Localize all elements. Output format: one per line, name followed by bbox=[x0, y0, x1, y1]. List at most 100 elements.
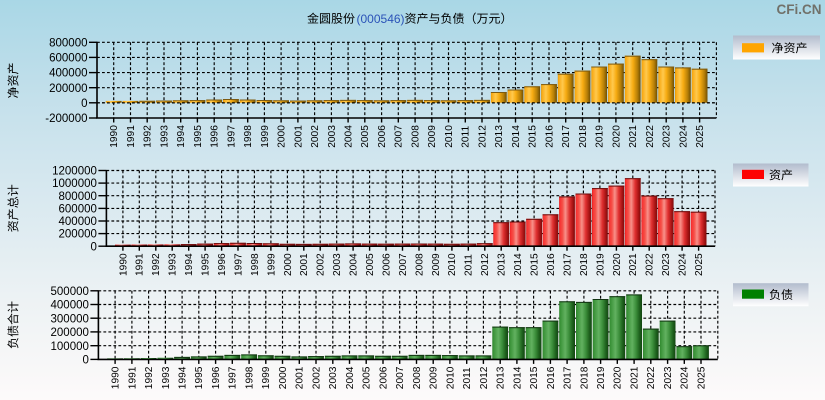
svg-text:400000: 400000 bbox=[51, 300, 89, 312]
svg-text:2003: 2003 bbox=[328, 366, 339, 389]
svg-text:1999: 1999 bbox=[266, 253, 277, 276]
svg-text:2023: 2023 bbox=[662, 125, 673, 148]
svg-text:2007: 2007 bbox=[395, 366, 406, 389]
svg-text:2016: 2016 bbox=[546, 253, 557, 276]
svg-text:100000: 100000 bbox=[51, 341, 89, 353]
svg-text:1990: 1990 bbox=[111, 366, 122, 389]
svg-text:2006: 2006 bbox=[378, 366, 389, 389]
svg-text:2018: 2018 bbox=[578, 125, 589, 148]
svg-text:2024: 2024 bbox=[678, 125, 689, 148]
svg-text:1992: 1992 bbox=[143, 125, 154, 148]
svg-text:2005: 2005 bbox=[365, 253, 376, 276]
svg-text:2018: 2018 bbox=[579, 253, 590, 276]
svg-text:600000: 600000 bbox=[59, 204, 97, 216]
svg-text:1993: 1993 bbox=[161, 366, 172, 389]
svg-text:2007: 2007 bbox=[394, 125, 405, 148]
svg-text:1991: 1991 bbox=[135, 253, 146, 276]
svg-text:2014: 2014 bbox=[513, 253, 524, 276]
svg-text:2005: 2005 bbox=[362, 366, 373, 389]
svg-text:1999: 1999 bbox=[260, 125, 271, 148]
svg-text:200000: 200000 bbox=[49, 83, 87, 95]
svg-text:1993: 1993 bbox=[159, 125, 170, 148]
svg-text:2021: 2021 bbox=[628, 253, 639, 276]
svg-text:400000: 400000 bbox=[59, 216, 97, 228]
svg-text:2020: 2020 bbox=[611, 125, 622, 148]
svg-text:2024: 2024 bbox=[678, 253, 689, 276]
svg-text:2011: 2011 bbox=[464, 254, 475, 276]
svg-text:1997: 1997 bbox=[228, 366, 239, 389]
svg-text:0: 0 bbox=[82, 355, 88, 367]
svg-text:2006: 2006 bbox=[381, 253, 392, 276]
svg-text:2010: 2010 bbox=[444, 125, 455, 148]
svg-text:1997: 1997 bbox=[226, 125, 237, 148]
svg-text:1991: 1991 bbox=[127, 366, 138, 389]
svg-text:2022: 2022 bbox=[646, 366, 657, 389]
svg-text:2020: 2020 bbox=[613, 366, 624, 389]
svg-text:1998: 1998 bbox=[250, 253, 261, 276]
svg-text:2015: 2015 bbox=[529, 366, 540, 389]
svg-text:2014: 2014 bbox=[512, 366, 523, 389]
svg-text:1990: 1990 bbox=[109, 125, 120, 148]
svg-text:2005: 2005 bbox=[360, 125, 371, 148]
svg-text:1993: 1993 bbox=[168, 253, 179, 276]
svg-text:2011: 2011 bbox=[461, 126, 472, 148]
svg-text:2000: 2000 bbox=[283, 253, 294, 276]
svg-text:1991: 1991 bbox=[126, 125, 137, 148]
svg-text:1996: 1996 bbox=[210, 125, 221, 148]
svg-text:2004: 2004 bbox=[345, 366, 356, 389]
svg-text:2016: 2016 bbox=[546, 366, 557, 389]
svg-text:2020: 2020 bbox=[612, 253, 623, 276]
svg-text:2023: 2023 bbox=[661, 253, 672, 276]
svg-text:2002: 2002 bbox=[316, 253, 327, 276]
svg-text:2021: 2021 bbox=[630, 366, 641, 389]
svg-text:2016: 2016 bbox=[544, 125, 555, 148]
svg-text:1995: 1995 bbox=[201, 253, 212, 276]
svg-text:2013: 2013 bbox=[496, 366, 507, 389]
svg-text:2021: 2021 bbox=[628, 125, 639, 148]
svg-text:1992: 1992 bbox=[144, 366, 155, 389]
svg-text:1995: 1995 bbox=[194, 366, 205, 389]
svg-text:2004: 2004 bbox=[344, 125, 355, 148]
svg-text:400000: 400000 bbox=[49, 68, 87, 80]
svg-text:1200000: 1200000 bbox=[52, 166, 97, 178]
svg-text:1997: 1997 bbox=[233, 253, 244, 276]
svg-text:800000: 800000 bbox=[49, 37, 87, 49]
svg-text:2009: 2009 bbox=[431, 253, 442, 276]
svg-text:1996: 1996 bbox=[217, 253, 228, 276]
svg-text:2025: 2025 bbox=[694, 253, 705, 276]
svg-text:300000: 300000 bbox=[51, 313, 89, 325]
svg-text:2019: 2019 bbox=[596, 366, 607, 389]
svg-text:2003: 2003 bbox=[327, 125, 338, 148]
svg-text:0: 0 bbox=[90, 241, 96, 253]
svg-text:2002: 2002 bbox=[310, 125, 321, 148]
svg-text:600000: 600000 bbox=[49, 53, 87, 65]
svg-text:2008: 2008 bbox=[414, 253, 425, 276]
svg-text:(000546): (000546) bbox=[357, 12, 405, 26]
svg-text:2025: 2025 bbox=[696, 366, 707, 389]
svg-text:2001: 2001 bbox=[295, 366, 306, 389]
svg-text:2013: 2013 bbox=[497, 253, 508, 276]
svg-text:2009: 2009 bbox=[427, 125, 438, 148]
svg-text:2007: 2007 bbox=[398, 253, 409, 276]
svg-text:2019: 2019 bbox=[595, 253, 606, 276]
svg-text:2000: 2000 bbox=[277, 125, 288, 148]
svg-text:-200000: -200000 bbox=[45, 113, 87, 125]
svg-text:2006: 2006 bbox=[377, 125, 388, 148]
svg-text:1998: 1998 bbox=[243, 125, 254, 148]
svg-text:2022: 2022 bbox=[645, 253, 656, 276]
svg-text:2012: 2012 bbox=[477, 125, 488, 148]
svg-text:2003: 2003 bbox=[332, 253, 343, 276]
svg-text:2011: 2011 bbox=[462, 367, 473, 389]
svg-text:2012: 2012 bbox=[479, 366, 490, 389]
svg-text:2019: 2019 bbox=[595, 125, 606, 148]
svg-text:500000: 500000 bbox=[51, 286, 89, 298]
svg-text:2010: 2010 bbox=[447, 253, 458, 276]
svg-text:2025: 2025 bbox=[695, 125, 706, 148]
svg-text:2008: 2008 bbox=[412, 366, 423, 389]
svg-text:2004: 2004 bbox=[349, 253, 360, 276]
svg-text:200000: 200000 bbox=[51, 327, 89, 339]
svg-text:1994: 1994 bbox=[184, 253, 195, 276]
svg-text:2022: 2022 bbox=[645, 125, 656, 148]
svg-text:2013: 2013 bbox=[494, 125, 505, 148]
svg-text:1996: 1996 bbox=[211, 366, 222, 389]
